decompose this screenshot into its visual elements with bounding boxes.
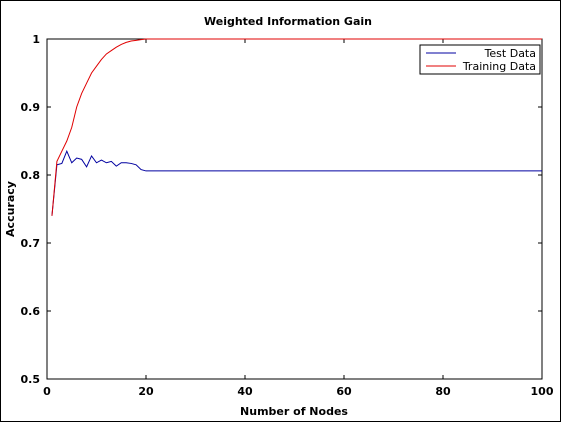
legend-box bbox=[419, 44, 541, 75]
y-tick-label: 0.5 bbox=[21, 373, 41, 386]
x-tick-label: 20 bbox=[138, 385, 154, 398]
series-line-test-data bbox=[51, 149, 542, 216]
axis-ticks: 0 20 40 60 80 100 0.5 0.6 0.7 0.8 0.9 1 bbox=[21, 33, 554, 398]
x-axis-title: Number of Nodes bbox=[240, 405, 348, 418]
series-layer bbox=[51, 38, 542, 216]
chart-title: Weighted Information Gain bbox=[204, 15, 372, 28]
legend-label: Test Data bbox=[484, 47, 536, 60]
x-tick-label: 100 bbox=[531, 385, 554, 398]
y-axis-title: Accuracy bbox=[4, 181, 17, 237]
y-tick-label: 0.8 bbox=[21, 169, 41, 182]
plot-area bbox=[46, 38, 543, 380]
x-tick-label: 0 bbox=[43, 385, 51, 398]
x-tick-label: 80 bbox=[435, 385, 451, 398]
y-tick-label: 0.9 bbox=[21, 101, 41, 114]
y-tick-label: 0.7 bbox=[21, 237, 41, 250]
legend-label: Training Data bbox=[462, 60, 536, 73]
x-tick-label: 40 bbox=[237, 385, 253, 398]
y-tick-label: 0.6 bbox=[21, 305, 41, 318]
x-tick-label: 60 bbox=[336, 385, 352, 398]
y-tick-label: 1 bbox=[32, 33, 40, 46]
series-line-training-data bbox=[51, 38, 542, 216]
